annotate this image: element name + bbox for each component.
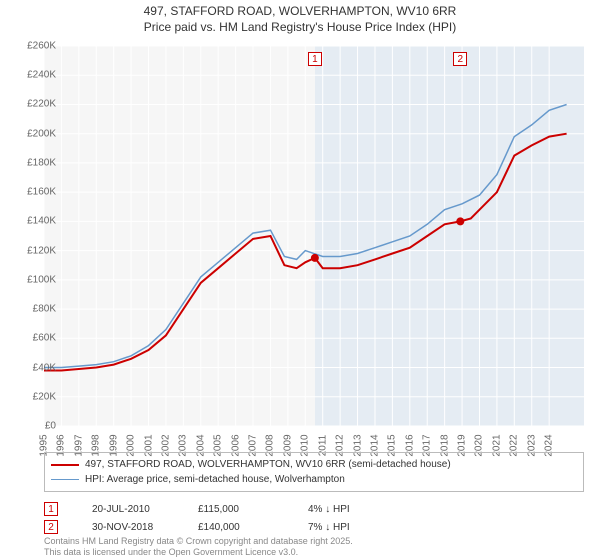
- sale-point: [456, 217, 464, 225]
- y-tick-label: £200K: [27, 128, 56, 139]
- y-tick-label: £80K: [33, 304, 56, 315]
- footer-line-1: Contains HM Land Registry data © Crown c…: [44, 536, 353, 547]
- chart-area: 12: [44, 46, 584, 426]
- y-tick-label: £0: [45, 421, 56, 432]
- plot-svg: [44, 46, 584, 426]
- sale-price: £140,000: [198, 522, 298, 533]
- sale-number-box: 2: [44, 520, 58, 534]
- y-tick-label: £20K: [33, 391, 56, 402]
- y-tick-label: £40K: [33, 362, 56, 373]
- footer: Contains HM Land Registry data © Crown c…: [44, 536, 353, 558]
- y-tick-label: £140K: [27, 216, 56, 227]
- legend-label: 497, STAFFORD ROAD, WOLVERHAMPTON, WV10 …: [85, 457, 451, 472]
- y-tick-label: £100K: [27, 274, 56, 285]
- legend-swatch: [51, 479, 79, 481]
- sales-table: 1 20-JUL-2010 £115,000 4% ↓ HPI 2 30-NOV-2018…: [44, 500, 584, 536]
- y-tick-label: £240K: [27, 70, 56, 81]
- sale-date: 30-NOV-2018: [68, 522, 188, 533]
- footer-line-2: This data is licensed under the Open Gov…: [44, 547, 353, 558]
- title-line-1: 497, STAFFORD ROAD, WOLVERHAMPTON, WV10 …: [0, 4, 600, 20]
- y-tick-label: £180K: [27, 157, 56, 168]
- sale-diff: 7% ↓ HPI: [308, 522, 408, 533]
- legend-row: HPI: Average price, semi-detached house,…: [51, 472, 577, 487]
- chart-container: 497, STAFFORD ROAD, WOLVERHAMPTON, WV10 …: [0, 0, 600, 560]
- sale-number-box: 1: [44, 502, 58, 516]
- legend-row: 497, STAFFORD ROAD, WOLVERHAMPTON, WV10 …: [51, 457, 577, 472]
- y-tick-label: £160K: [27, 187, 56, 198]
- sale-row: 1 20-JUL-2010 £115,000 4% ↓ HPI: [44, 500, 584, 518]
- sale-point: [311, 254, 319, 262]
- y-tick-label: £120K: [27, 245, 56, 256]
- title-line-2: Price paid vs. HM Land Registry's House …: [0, 20, 600, 36]
- title-block: 497, STAFFORD ROAD, WOLVERHAMPTON, WV10 …: [0, 0, 600, 35]
- y-tick-label: £220K: [27, 99, 56, 110]
- legend-box: 497, STAFFORD ROAD, WOLVERHAMPTON, WV10 …: [44, 452, 584, 492]
- y-tick-label: £60K: [33, 333, 56, 344]
- sale-diff: 4% ↓ HPI: [308, 504, 408, 515]
- y-tick-label: £260K: [27, 41, 56, 52]
- sale-marker-label: 1: [308, 52, 322, 66]
- sale-marker-label: 2: [453, 52, 467, 66]
- sale-row: 2 30-NOV-2018 £140,000 7% ↓ HPI: [44, 518, 584, 536]
- legend-swatch: [51, 464, 79, 466]
- sale-date: 20-JUL-2010: [68, 504, 188, 515]
- sale-price: £115,000: [198, 504, 298, 515]
- legend-label: HPI: Average price, semi-detached house,…: [85, 472, 345, 487]
